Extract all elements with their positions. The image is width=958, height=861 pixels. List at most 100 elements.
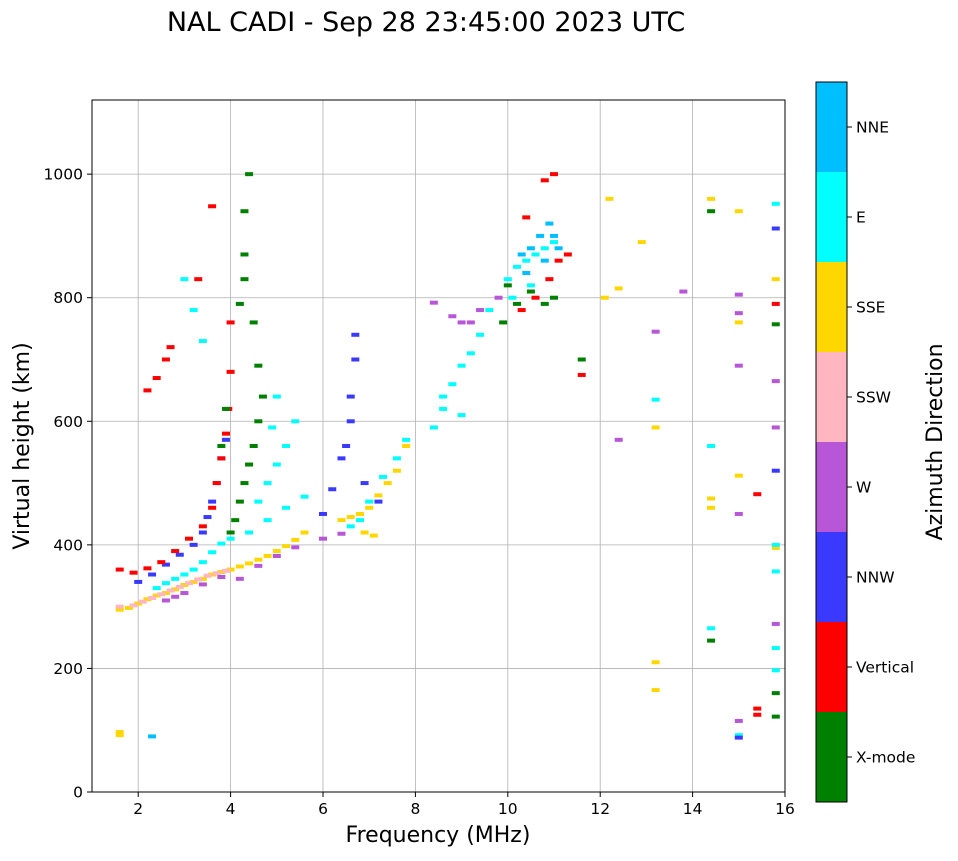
data-point bbox=[771, 691, 780, 696]
data-point bbox=[707, 496, 716, 501]
data-point bbox=[346, 524, 355, 529]
data-point bbox=[365, 505, 374, 510]
y-tick-label: 1000 bbox=[44, 166, 83, 184]
data-point bbox=[466, 320, 475, 325]
data-point bbox=[614, 437, 623, 442]
data-point bbox=[563, 252, 572, 257]
data-point bbox=[383, 481, 392, 486]
data-point bbox=[208, 204, 217, 209]
data-point bbox=[245, 172, 254, 177]
data-point bbox=[208, 550, 217, 555]
data-point bbox=[198, 524, 207, 529]
data-point bbox=[374, 493, 383, 498]
data-point bbox=[300, 530, 309, 535]
data-point bbox=[392, 456, 401, 461]
data-point bbox=[157, 592, 166, 597]
data-point bbox=[115, 730, 124, 735]
y-axis-ticks: 0 200 400 600 800 1000 bbox=[44, 166, 92, 802]
data-point bbox=[771, 201, 780, 206]
data-point bbox=[263, 481, 272, 486]
data-point bbox=[148, 734, 157, 739]
data-point bbox=[212, 571, 221, 576]
data-point bbox=[457, 413, 466, 418]
data-point bbox=[513, 301, 522, 306]
data-point bbox=[554, 258, 563, 263]
data-point bbox=[161, 581, 170, 586]
data-point bbox=[115, 733, 124, 738]
colorbar-tick-label: X-mode bbox=[856, 749, 915, 767]
data-point bbox=[208, 572, 217, 577]
data-point bbox=[221, 437, 230, 442]
x-tick-label: 8 bbox=[410, 800, 420, 818]
data-point bbox=[540, 246, 549, 251]
data-point bbox=[189, 308, 198, 313]
data-point bbox=[402, 444, 411, 448]
data-point bbox=[577, 357, 586, 362]
data-point bbox=[577, 372, 586, 377]
data-point bbox=[258, 394, 267, 399]
data-point bbox=[249, 444, 258, 448]
data-point bbox=[346, 419, 355, 424]
y-tick-label: 0 bbox=[73, 784, 83, 802]
data-point bbox=[550, 172, 558, 177]
data-point bbox=[429, 425, 438, 430]
colorbar-segment bbox=[816, 82, 847, 172]
data-point bbox=[203, 515, 212, 520]
data-point bbox=[457, 320, 466, 325]
data-point bbox=[180, 572, 189, 577]
data-point bbox=[235, 301, 244, 306]
data-point bbox=[217, 574, 226, 579]
colorbar-segment bbox=[816, 352, 847, 442]
plot-frame bbox=[91, 99, 786, 793]
data-point bbox=[254, 419, 263, 424]
data-point bbox=[143, 388, 152, 393]
colorbar-label: Azimuth Direction bbox=[923, 343, 948, 540]
data-point bbox=[508, 295, 517, 300]
data-point bbox=[161, 562, 170, 567]
data-point bbox=[171, 549, 180, 554]
data-point bbox=[263, 518, 272, 523]
data-points bbox=[115, 172, 780, 740]
data-point bbox=[208, 505, 217, 510]
data-point bbox=[254, 499, 263, 504]
data-point bbox=[526, 246, 535, 251]
data-point bbox=[171, 594, 180, 599]
data-point bbox=[503, 283, 512, 288]
data-point bbox=[734, 473, 743, 478]
grid-lines bbox=[92, 100, 786, 793]
data-point bbox=[351, 332, 360, 337]
data-point bbox=[171, 587, 180, 592]
chart-title: NAL CADI - Sep 28 23:45:00 2023 UTC bbox=[167, 7, 685, 38]
x-tick-label: 10 bbox=[498, 800, 518, 818]
data-point bbox=[771, 322, 780, 327]
data-point bbox=[185, 581, 194, 586]
data-point bbox=[392, 468, 401, 473]
y-tick-label: 600 bbox=[53, 413, 83, 431]
data-point bbox=[254, 563, 263, 568]
x-axis-label: Frequency (MHz) bbox=[346, 823, 531, 848]
data-point bbox=[175, 584, 184, 589]
data-point bbox=[115, 607, 124, 612]
colorbar-tick-label: SSE bbox=[856, 299, 885, 317]
data-point bbox=[753, 712, 762, 717]
data-point bbox=[734, 320, 743, 325]
colorbar-segment bbox=[816, 172, 847, 262]
data-point bbox=[198, 560, 207, 565]
data-point bbox=[217, 444, 226, 448]
data-point bbox=[272, 553, 281, 558]
data-point bbox=[217, 570, 226, 575]
data-point bbox=[734, 511, 743, 516]
data-point bbox=[734, 209, 743, 214]
x-tick-label: 16 bbox=[775, 800, 795, 818]
data-point bbox=[221, 406, 230, 411]
data-point bbox=[189, 579, 198, 584]
data-point bbox=[198, 576, 207, 581]
data-point bbox=[249, 320, 258, 325]
data-point bbox=[143, 597, 152, 602]
data-point bbox=[707, 209, 716, 214]
data-point bbox=[734, 735, 743, 740]
data-point bbox=[272, 394, 281, 399]
data-point bbox=[540, 178, 549, 183]
data-point bbox=[522, 271, 531, 275]
